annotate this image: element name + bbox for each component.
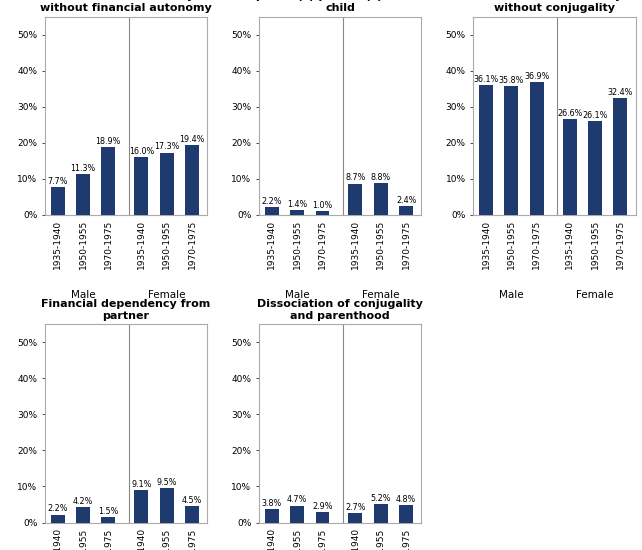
Bar (290, 505, 304, 522)
Text: 8.7%: 8.7% (345, 173, 366, 183)
Text: 35.8%: 35.8% (499, 76, 524, 85)
Bar (265, 207, 279, 215)
Bar (101, 517, 116, 522)
Text: Female: Female (148, 290, 186, 300)
Text: Male: Male (499, 290, 524, 300)
Bar (134, 490, 148, 522)
Text: 2.9%: 2.9% (312, 502, 333, 511)
Text: Female: Female (577, 290, 614, 300)
Bar (349, 184, 363, 215)
Text: 1.5%: 1.5% (98, 507, 119, 516)
Bar (530, 82, 544, 215)
Text: 4.7%: 4.7% (287, 496, 308, 504)
Text: 32.4%: 32.4% (608, 88, 633, 97)
Bar (562, 119, 577, 215)
Title: Residential autonomy
without financial autonomy: Residential autonomy without financial a… (40, 0, 212, 13)
Text: Male: Male (71, 290, 95, 300)
Text: 2.7%: 2.7% (345, 503, 366, 512)
Bar (76, 507, 90, 522)
Text: 4.8%: 4.8% (396, 495, 416, 504)
Text: 3.8%: 3.8% (262, 499, 282, 508)
Bar (315, 512, 329, 522)
Text: 19.4%: 19.4% (179, 135, 205, 144)
Text: Male: Male (285, 290, 309, 300)
Text: 5.2%: 5.2% (370, 494, 391, 503)
Bar (349, 513, 363, 522)
Text: 4.2%: 4.2% (73, 497, 93, 506)
Title: Residential autonomy
without conjugality: Residential autonomy without conjugality (487, 0, 623, 13)
Bar (479, 85, 493, 215)
Title: Financial dependency from
parent(s)/partner(s) with a
child: Financial dependency from parent(s)/part… (256, 0, 425, 13)
Bar (185, 506, 199, 522)
Text: 26.1%: 26.1% (582, 111, 608, 120)
Text: 36.1%: 36.1% (473, 75, 499, 84)
Text: 9.5%: 9.5% (157, 478, 177, 487)
Bar (265, 509, 279, 522)
Bar (101, 147, 116, 215)
Bar (160, 488, 173, 522)
Bar (134, 157, 148, 215)
Bar (290, 210, 304, 215)
Title: Financial dependency from
partner: Financial dependency from partner (42, 299, 211, 321)
Bar (315, 211, 329, 215)
Text: 4.5%: 4.5% (182, 496, 202, 505)
Bar (76, 174, 90, 215)
Bar (588, 121, 602, 215)
Bar (160, 152, 173, 215)
Bar (51, 187, 65, 215)
Bar (185, 145, 199, 215)
Text: 2.2%: 2.2% (48, 504, 68, 514)
Title: Dissociation of conjugality
and parenthood: Dissociation of conjugality and parentho… (257, 299, 423, 321)
Text: 2.2%: 2.2% (261, 197, 282, 206)
Text: 36.9%: 36.9% (524, 72, 550, 81)
Bar (374, 504, 388, 522)
Text: 26.6%: 26.6% (557, 109, 582, 118)
Text: 8.8%: 8.8% (370, 173, 391, 182)
Text: 1.0%: 1.0% (313, 201, 333, 210)
Text: 18.9%: 18.9% (96, 136, 121, 146)
Text: 1.4%: 1.4% (287, 200, 308, 209)
Text: 16.0%: 16.0% (128, 147, 154, 156)
Text: Female: Female (362, 290, 399, 300)
Text: 2.4%: 2.4% (396, 196, 417, 205)
Bar (51, 515, 65, 522)
Bar (399, 206, 413, 215)
Text: 9.1%: 9.1% (131, 480, 152, 488)
Bar (399, 505, 413, 522)
Text: 11.3%: 11.3% (71, 164, 96, 173)
Bar (374, 183, 388, 215)
Text: 7.7%: 7.7% (48, 177, 68, 186)
Bar (613, 98, 627, 215)
Text: 17.3%: 17.3% (154, 142, 179, 151)
Bar (505, 86, 518, 215)
